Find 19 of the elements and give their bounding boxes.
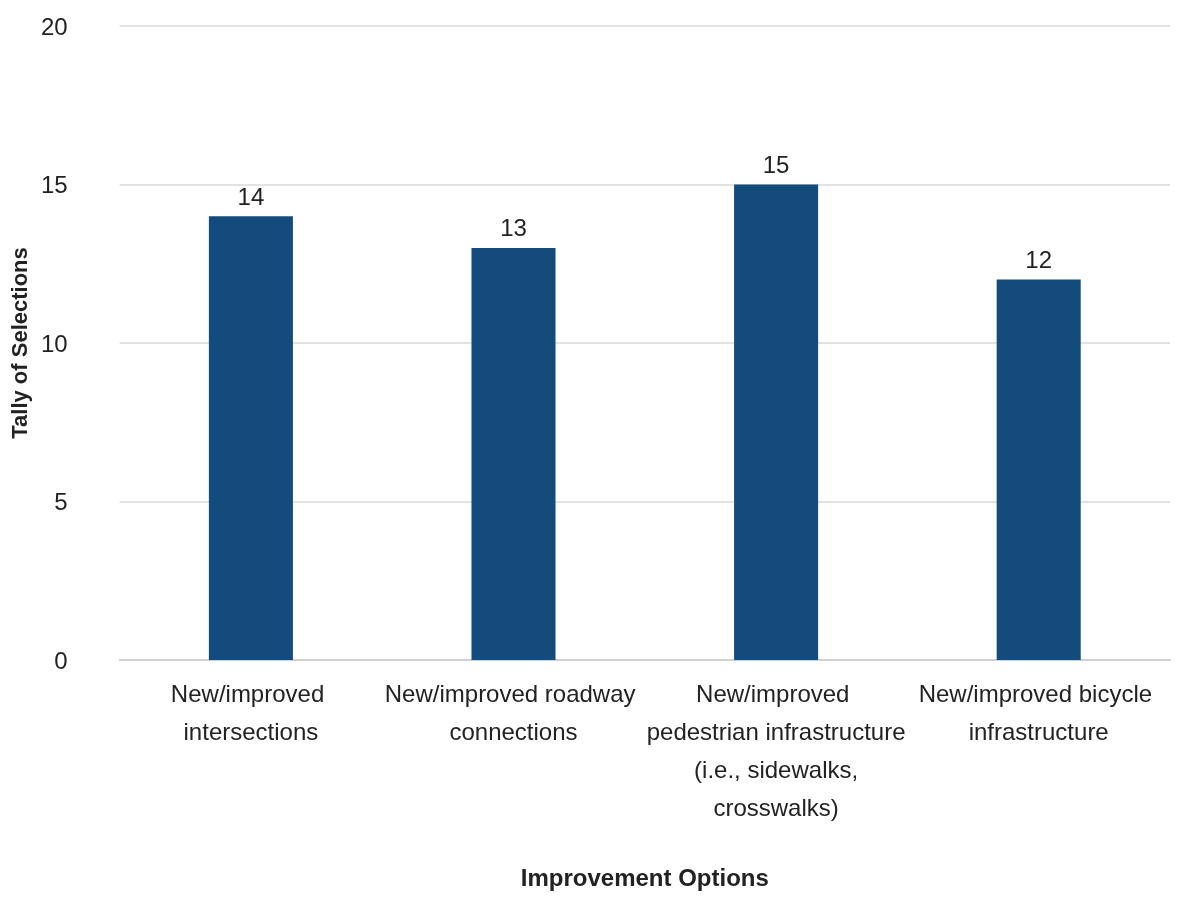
y-tick-label: 10 <box>40 329 68 357</box>
x-axis-title: Improvement Options <box>520 863 769 891</box>
x-tick-label: New/improved intersections <box>170 679 331 745</box>
x-tick-label: New/improved pedestrian infrastructure (i.e., sidewalks, crosswalks) <box>646 679 906 821</box>
data-label: 12 <box>1025 246 1053 274</box>
bar <box>208 216 293 660</box>
y-tick-label: 0 <box>54 646 68 674</box>
data-label: 15 <box>762 151 790 178</box>
bar <box>996 279 1081 660</box>
y-tick-label: 5 <box>54 488 68 515</box>
data-label: 14 <box>237 182 265 210</box>
x-tick-label: New/improved bicycle infrastructure <box>918 679 1159 745</box>
bar <box>734 184 819 660</box>
y-tick-label: 15 <box>40 171 68 198</box>
y-tick-label: 20 <box>40 12 68 40</box>
data-label: 13 <box>500 214 527 242</box>
y-axis-title: Tally of Selections <box>6 247 32 439</box>
x-tick-label: New/improved roadway connections <box>384 679 643 745</box>
bar <box>471 247 556 660</box>
